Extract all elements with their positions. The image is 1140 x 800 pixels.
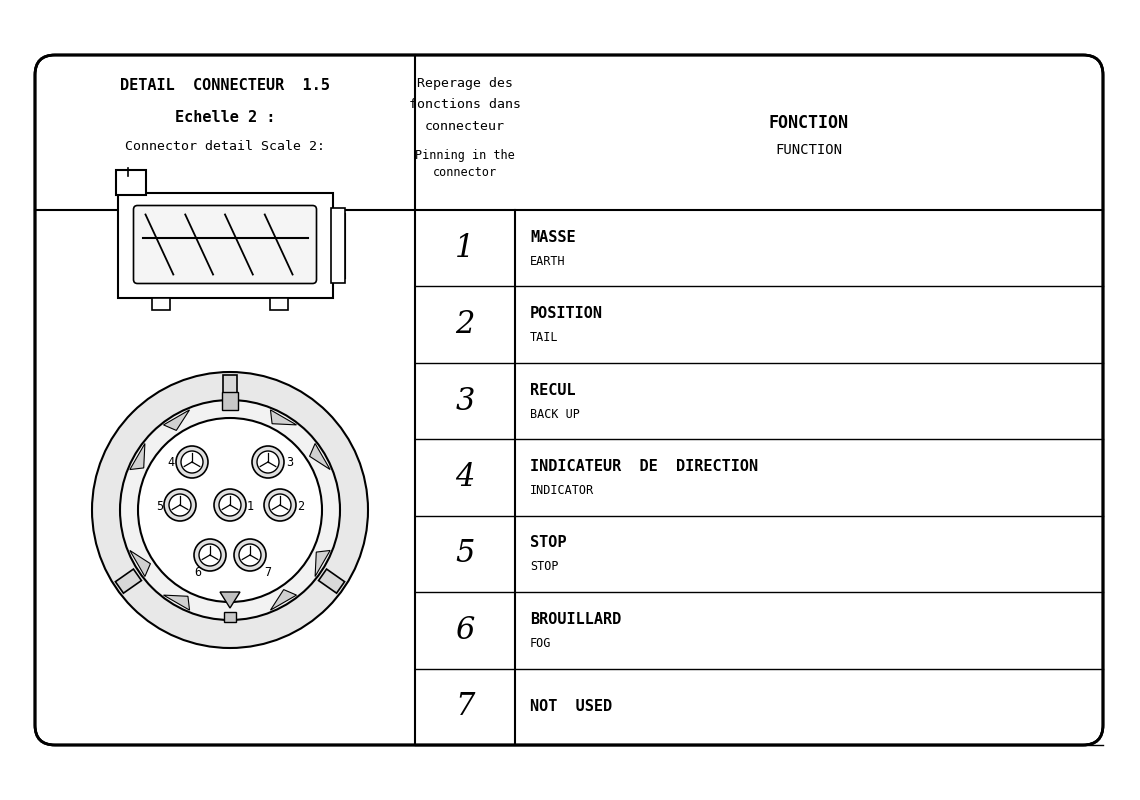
Text: Connector detail Scale 2:: Connector detail Scale 2: bbox=[125, 141, 325, 154]
Polygon shape bbox=[270, 410, 296, 425]
Text: 5: 5 bbox=[455, 538, 474, 570]
Text: TAIL: TAIL bbox=[530, 331, 559, 344]
Circle shape bbox=[181, 451, 203, 473]
Circle shape bbox=[169, 494, 192, 516]
Polygon shape bbox=[223, 375, 237, 397]
Circle shape bbox=[214, 489, 246, 521]
Text: 4: 4 bbox=[166, 455, 174, 469]
Polygon shape bbox=[220, 592, 241, 608]
Polygon shape bbox=[163, 410, 189, 430]
Text: EARTH: EARTH bbox=[530, 254, 565, 268]
Text: Pinning in the: Pinning in the bbox=[415, 149, 515, 162]
Text: 2: 2 bbox=[298, 501, 304, 514]
Text: connector: connector bbox=[433, 166, 497, 179]
Text: DETAIL  CONNECTEUR  1.5: DETAIL CONNECTEUR 1.5 bbox=[120, 78, 329, 93]
Circle shape bbox=[120, 400, 340, 620]
Polygon shape bbox=[270, 590, 296, 610]
Text: BROUILLARD: BROUILLARD bbox=[530, 612, 621, 627]
Text: Echelle 2 :: Echelle 2 : bbox=[174, 110, 275, 125]
Text: INDICATOR: INDICATOR bbox=[530, 484, 594, 497]
Bar bbox=[270, 298, 287, 310]
Circle shape bbox=[176, 446, 207, 478]
Text: FOG: FOG bbox=[530, 637, 552, 650]
Text: MASSE: MASSE bbox=[530, 230, 576, 245]
Text: STOP: STOP bbox=[530, 561, 559, 574]
Text: Reperage des: Reperage des bbox=[417, 77, 513, 90]
FancyBboxPatch shape bbox=[133, 206, 317, 283]
Text: 5: 5 bbox=[156, 501, 163, 514]
Text: 6: 6 bbox=[455, 615, 474, 646]
Circle shape bbox=[164, 489, 196, 521]
Bar bbox=[152, 298, 170, 310]
FancyBboxPatch shape bbox=[35, 55, 1104, 745]
Polygon shape bbox=[318, 569, 344, 593]
Text: BACK UP: BACK UP bbox=[530, 407, 580, 421]
Polygon shape bbox=[310, 443, 331, 470]
Polygon shape bbox=[163, 595, 189, 610]
Bar bbox=[223, 612, 236, 622]
Text: INDICATEUR  DE  DIRECTION: INDICATEUR DE DIRECTION bbox=[530, 459, 758, 474]
Text: POSITION: POSITION bbox=[530, 306, 603, 321]
Text: RECUL: RECUL bbox=[530, 382, 576, 398]
Bar bbox=[115, 170, 146, 194]
Text: 3: 3 bbox=[455, 386, 474, 417]
Text: 1: 1 bbox=[247, 501, 254, 514]
Bar bbox=[331, 207, 344, 282]
Polygon shape bbox=[115, 569, 141, 593]
Text: 4: 4 bbox=[455, 462, 474, 493]
Text: 6: 6 bbox=[194, 566, 201, 578]
Text: fonctions dans: fonctions dans bbox=[409, 98, 521, 111]
Bar bbox=[117, 193, 333, 298]
Text: 2: 2 bbox=[455, 309, 474, 340]
Circle shape bbox=[234, 539, 266, 571]
Circle shape bbox=[200, 544, 221, 566]
Text: connecteur: connecteur bbox=[425, 121, 505, 134]
Polygon shape bbox=[315, 550, 331, 577]
Circle shape bbox=[256, 451, 279, 473]
Circle shape bbox=[219, 494, 241, 516]
Circle shape bbox=[92, 372, 368, 648]
Text: 7: 7 bbox=[264, 566, 271, 578]
Polygon shape bbox=[130, 550, 150, 577]
Text: STOP: STOP bbox=[530, 535, 567, 550]
Circle shape bbox=[264, 489, 296, 521]
Text: NOT  USED: NOT USED bbox=[530, 699, 612, 714]
Text: 7: 7 bbox=[455, 691, 474, 722]
Text: 3: 3 bbox=[286, 455, 293, 469]
Text: 1: 1 bbox=[455, 233, 474, 264]
Circle shape bbox=[194, 539, 226, 571]
Circle shape bbox=[239, 544, 261, 566]
Circle shape bbox=[138, 418, 321, 602]
Text: FUNCTION: FUNCTION bbox=[775, 143, 842, 157]
Text: FONCTION: FONCTION bbox=[770, 114, 849, 132]
Bar bbox=[222, 392, 238, 410]
Circle shape bbox=[269, 494, 291, 516]
Polygon shape bbox=[130, 443, 145, 470]
Circle shape bbox=[252, 446, 284, 478]
